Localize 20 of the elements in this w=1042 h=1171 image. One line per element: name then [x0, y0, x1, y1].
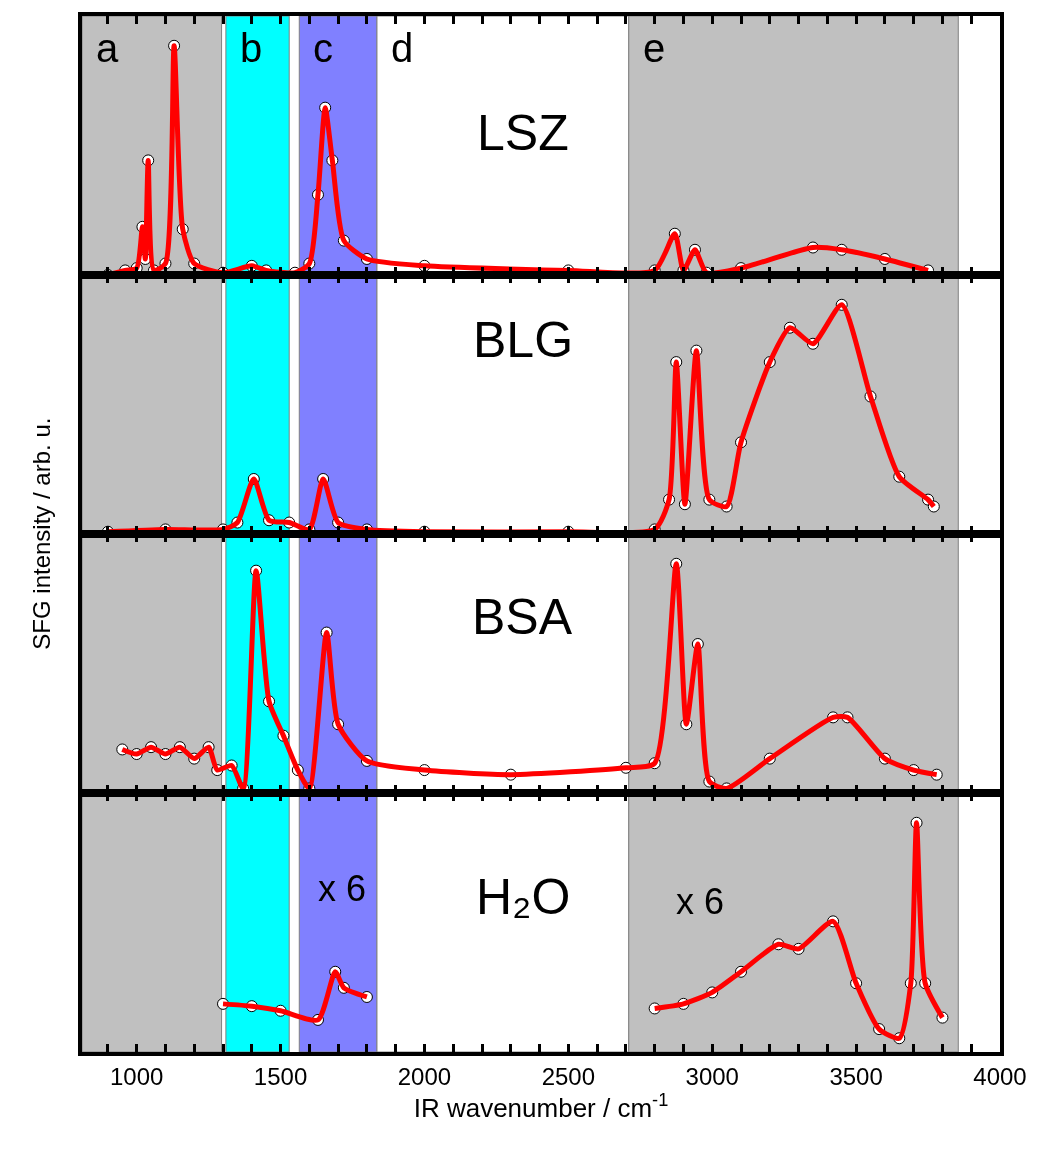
annotation: x 6	[318, 868, 367, 909]
x-tick-label: 3500	[829, 1062, 883, 1090]
band-label: b	[240, 26, 263, 70]
x-tick-label: 2500	[541, 1062, 596, 1090]
x-tick-label: 3000	[685, 1062, 739, 1090]
x-tick-label: 1500	[253, 1062, 308, 1090]
text: H₂O	[476, 869, 571, 925]
band-label: a	[96, 26, 119, 70]
text: BSA	[472, 589, 573, 645]
x-tick-label: 4000	[973, 1062, 1027, 1090]
chart-title: BLG	[473, 312, 574, 368]
x-tick-label: 2000	[397, 1062, 452, 1090]
annotation: x 6	[676, 881, 725, 922]
band-label: e	[643, 26, 666, 70]
x-axis-title: IR wavenumber / cm$^{-1}$	[413, 1089, 669, 1123]
y-axis-title: SFG intensity / arb. u.	[27, 417, 55, 650]
text: LSZ	[477, 105, 569, 161]
band-label: c	[313, 26, 333, 70]
band-label: d	[391, 26, 414, 70]
x-tick-label: 1000	[109, 1062, 164, 1090]
